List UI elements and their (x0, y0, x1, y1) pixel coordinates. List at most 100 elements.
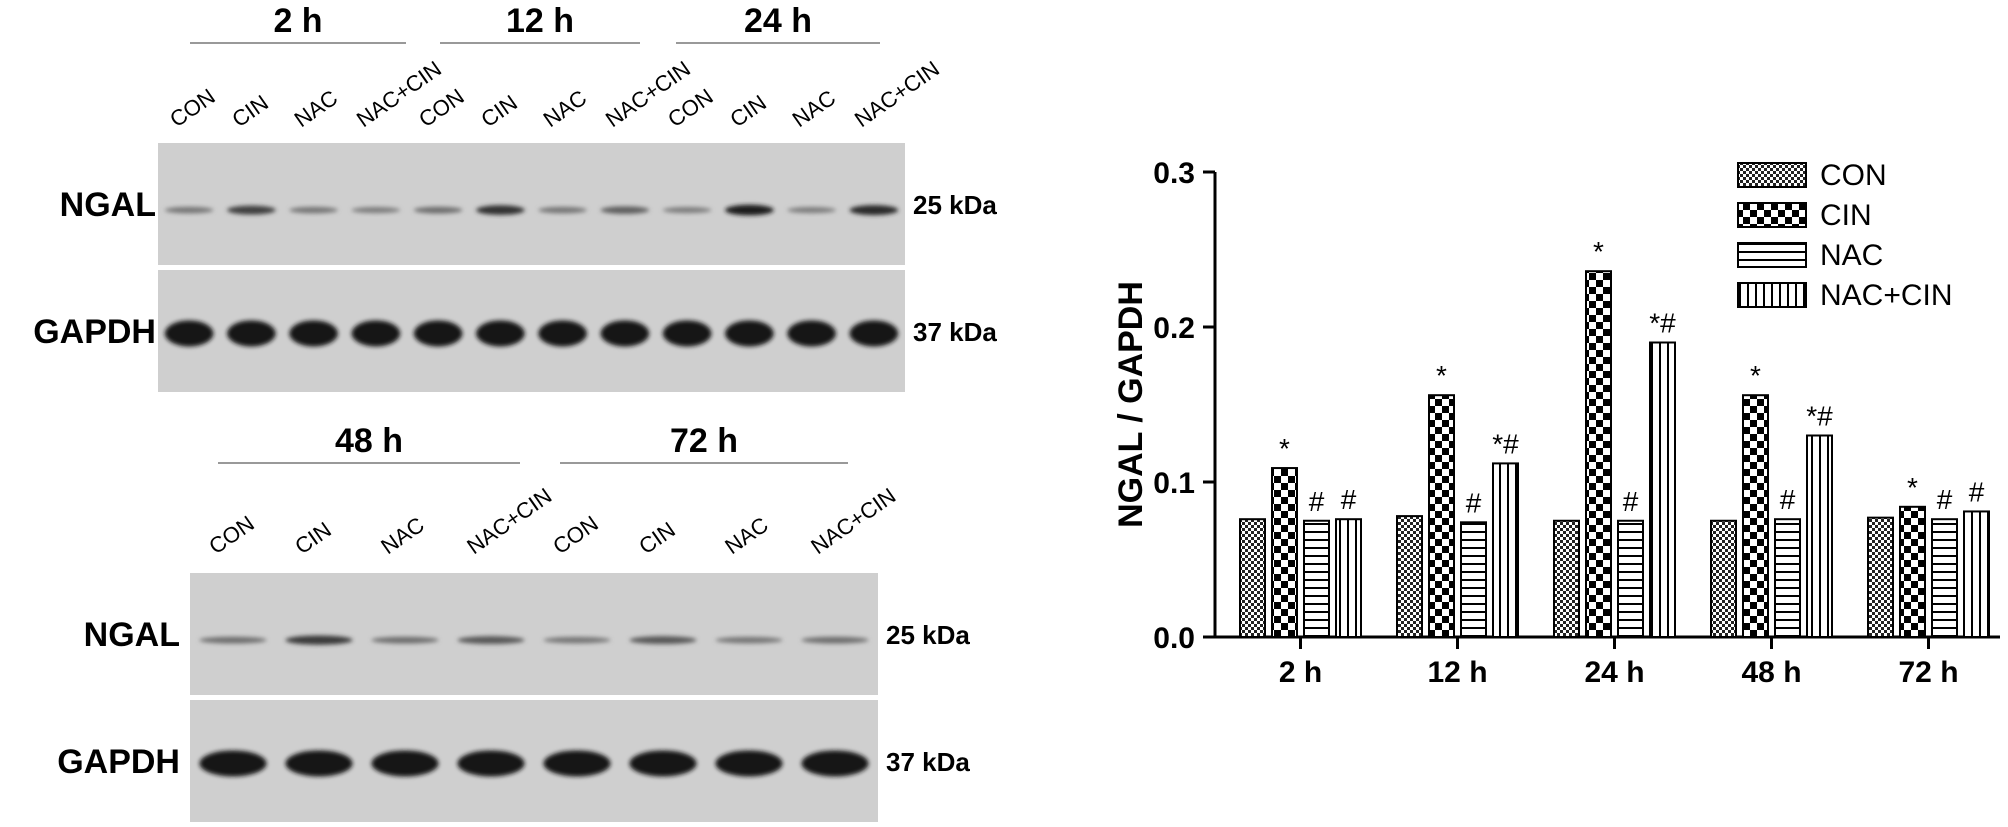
significance-mark: # (1623, 486, 1639, 517)
blot-marker-label: 25 kDa (913, 190, 997, 220)
blot-band (413, 320, 463, 347)
blot-row-label: GAPDH (57, 743, 180, 781)
bar-nac (1460, 521, 1487, 638)
blot-band (289, 206, 338, 214)
blot-band (285, 750, 353, 777)
blot-marker-label: 37 kDa (913, 317, 997, 347)
blot-band (801, 750, 869, 777)
blot-band (538, 206, 587, 214)
bar-con (1553, 519, 1580, 638)
blot-band (476, 205, 525, 215)
bar-nac (1617, 519, 1644, 638)
blot-band (600, 206, 650, 214)
significance-mark: # (1780, 484, 1796, 515)
bar-con (1710, 519, 1737, 638)
significance-mark: * (1750, 360, 1761, 391)
blot-band (600, 320, 650, 347)
blot-row-label: NGAL (60, 186, 156, 224)
x-tick-label: 72 h (1898, 656, 1958, 689)
bar-con (1867, 516, 1894, 639)
blot-membrane (190, 573, 878, 695)
bar-cin (1271, 467, 1298, 638)
bar-cin (1428, 394, 1455, 639)
blot-band (285, 635, 353, 645)
x-tick-label: 48 h (1741, 656, 1801, 689)
legend-swatch (1737, 162, 1807, 188)
blot-row-label: GAPDH (33, 313, 156, 351)
significance-mark: # (1341, 484, 1357, 515)
blot-band (199, 636, 267, 644)
significance-mark: # (1969, 476, 1985, 507)
bar-con (1396, 515, 1423, 638)
blot-timepoint-label: 48 h (335, 422, 403, 460)
blot-timepoint-label: 12 h (506, 2, 574, 40)
blot-band (164, 206, 214, 214)
blot-timepoint-label: 72 h (670, 422, 738, 460)
blot-band (662, 320, 712, 347)
legend-swatch (1737, 242, 1807, 268)
y-tick-label: 0.3 (1153, 157, 1195, 190)
bar-nac-cin (1806, 434, 1833, 638)
y-tick-label: 0.1 (1153, 467, 1195, 500)
bar-nac-cin (1335, 518, 1362, 639)
bar-cin (1899, 505, 1926, 638)
blot-band (227, 320, 276, 347)
significance-mark: * (1436, 360, 1447, 391)
blot-band (629, 636, 697, 645)
blot-timepoint-label: 2 h (273, 2, 322, 40)
blot-band (715, 636, 783, 644)
significance-mark: * (1279, 433, 1290, 464)
blot-band (543, 636, 611, 644)
legend-label: NAC (1820, 239, 1883, 272)
blot-timepoint-label: 24 h (744, 2, 812, 40)
blot-marker-label: 25 kDa (886, 620, 970, 650)
significance-mark: * (1907, 472, 1918, 503)
blot-band (457, 636, 525, 645)
blot-band (413, 206, 463, 214)
bar-nac (1303, 519, 1330, 638)
significance-mark: *# (1806, 401, 1833, 432)
blot-band (849, 320, 899, 347)
legend-label: CON (1820, 159, 1887, 192)
bar-nac (1931, 518, 1958, 639)
blot-membrane (158, 143, 905, 265)
significance-mark: # (1937, 484, 1953, 515)
x-tick-label: 12 h (1427, 656, 1487, 689)
blot-band (543, 750, 611, 777)
significance-mark: # (1466, 487, 1482, 518)
blot-band (787, 207, 836, 214)
blot-band (629, 750, 697, 777)
bar-nac-cin (1963, 510, 1990, 639)
blot-band (801, 636, 869, 644)
bar-nac-cin (1492, 462, 1519, 638)
blot-band (787, 320, 836, 347)
blot-band (725, 204, 774, 216)
legend-label: NAC+CIN (1820, 279, 1953, 312)
y-tick-label: 0.0 (1153, 622, 1195, 655)
bar-nac-cin (1649, 341, 1676, 638)
legend-swatch (1737, 202, 1807, 228)
blot-band (662, 207, 712, 214)
blot-band (457, 750, 525, 777)
blot-row-label: NGAL (84, 616, 180, 654)
blot-band (538, 320, 587, 347)
blot-band (227, 205, 276, 215)
significance-mark: *# (1649, 308, 1676, 339)
significance-mark: * (1593, 236, 1604, 267)
blot-band (164, 320, 214, 347)
blot-membrane (158, 270, 905, 392)
bar-cin (1742, 394, 1769, 639)
bar-cin (1585, 270, 1612, 638)
blot-band (849, 205, 899, 216)
y-axis-label: NGAL / GAPDH (1112, 281, 1150, 528)
blot-band (715, 750, 783, 777)
blot-band (199, 750, 267, 777)
blot-band (476, 320, 525, 347)
blot-band (351, 207, 401, 214)
blot-band (351, 320, 401, 347)
blot-band (371, 750, 439, 777)
bar-con (1239, 518, 1266, 639)
blot-marker-label: 37 kDa (886, 747, 970, 777)
